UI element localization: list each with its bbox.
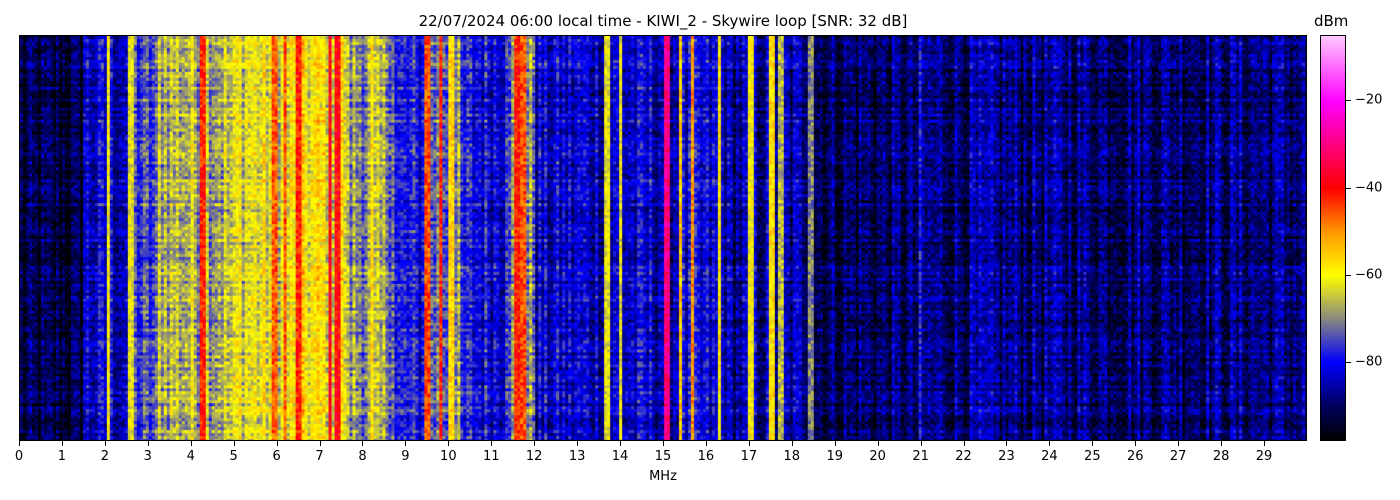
x-tick-mark [834, 441, 836, 446]
colorbar-tick-label: −60 [1355, 267, 1383, 283]
chart-title: 22/07/2024 06:00 local time - KIWI_2 - S… [418, 12, 908, 30]
x-tick-label: 27 [1169, 449, 1187, 464]
x-tick-label: 13 [568, 449, 586, 464]
colorbar-tick-label: −40 [1355, 180, 1383, 196]
x-tick-mark [920, 441, 922, 446]
x-tick-label: 25 [1084, 449, 1101, 464]
x-tick-label: 16 [697, 449, 715, 464]
x-tick-mark [705, 441, 707, 446]
x-tick-mark [448, 441, 450, 446]
x-tick-label: 19 [826, 449, 843, 464]
x-tick-label: 24 [1041, 449, 1058, 464]
x-tick-mark [1178, 441, 1180, 446]
x-tick-label: 7 [315, 449, 324, 464]
x-tick-mark [319, 441, 321, 446]
x-tick-label: 23 [998, 449, 1015, 464]
x-tick-mark [791, 441, 793, 446]
x-tick-mark [276, 441, 278, 446]
colorbar-tick-mark [1346, 362, 1351, 364]
x-tick-mark [577, 441, 579, 446]
x-tick-mark [190, 441, 192, 446]
x-tick-mark [491, 441, 493, 446]
x-tick-mark [1135, 441, 1137, 446]
x-tick-label: 5 [229, 449, 238, 464]
x-tick-label: 22 [955, 449, 972, 464]
x-tick-label: 4 [186, 449, 195, 464]
x-tick-mark [1049, 441, 1051, 446]
x-tick-mark [663, 441, 664, 446]
x-axis: 0 1 2 3 4 5 6 7 8 9 10 11 12 13 14 15 16 17 18 19 20 21 22 23 24… [15, 441, 1307, 471]
x-tick-mark [1221, 441, 1223, 446]
x-tick-mark [620, 441, 622, 446]
x-tick-label: 0 [14, 449, 24, 464]
colorbar-tick-mark [1346, 275, 1351, 277]
x-tick-label: 8 [358, 449, 367, 464]
x-tick-mark [104, 441, 106, 446]
x-tick-mark [233, 441, 235, 446]
x-tick-mark [963, 441, 965, 446]
x-tick-label: 17 [740, 449, 758, 464]
x-tick-mark [1264, 441, 1266, 446]
x-tick-label: 18 [783, 449, 801, 464]
x-tick-label: 26 [1126, 449, 1144, 464]
heatmap-canvas [20, 36, 1306, 440]
x-tick-label: 15 [654, 449, 672, 464]
x-tick-mark [534, 441, 536, 446]
x-axis-label: MHz [649, 469, 677, 484]
x-tick-label: 20 [869, 449, 886, 464]
x-tick-label: 21 [912, 449, 929, 464]
colorbar-gradient [1321, 36, 1345, 440]
x-tick-label: 6 [272, 449, 281, 464]
x-tick-label: 10 [440, 449, 457, 464]
x-tick-label: 1 [57, 449, 67, 464]
x-tick-mark [1092, 441, 1094, 446]
x-tick-mark [405, 441, 407, 446]
x-tick-mark [362, 441, 364, 446]
x-tick-mark [147, 441, 149, 446]
x-tick-mark [1006, 441, 1008, 446]
colorbar-tick-mark [1346, 100, 1351, 102]
colorbar-axis: −20 −40 −60 −80 [1346, 35, 1396, 441]
waterfall-heatmap [19, 35, 1307, 441]
x-tick-label: 29 [1255, 449, 1273, 464]
colorbar-tick-label: −20 [1355, 92, 1383, 108]
colorbar-label: dBm [1314, 12, 1349, 30]
x-tick-label: 12 [525, 449, 543, 464]
x-tick-mark [61, 441, 63, 446]
colorbar [1320, 35, 1346, 441]
x-tick-mark [748, 441, 750, 446]
colorbar-tick-label: −80 [1355, 354, 1383, 370]
x-tick-label: 28 [1212, 449, 1230, 464]
x-tick-label: 2 [100, 449, 109, 464]
x-tick-mark [19, 441, 20, 446]
x-tick-mark [877, 441, 879, 446]
x-tick-label: 14 [611, 449, 629, 464]
x-tick-label: 9 [401, 449, 410, 464]
colorbar-tick-mark [1346, 187, 1351, 189]
x-tick-label: 11 [482, 449, 500, 464]
x-tick-label: 3 [143, 449, 152, 464]
